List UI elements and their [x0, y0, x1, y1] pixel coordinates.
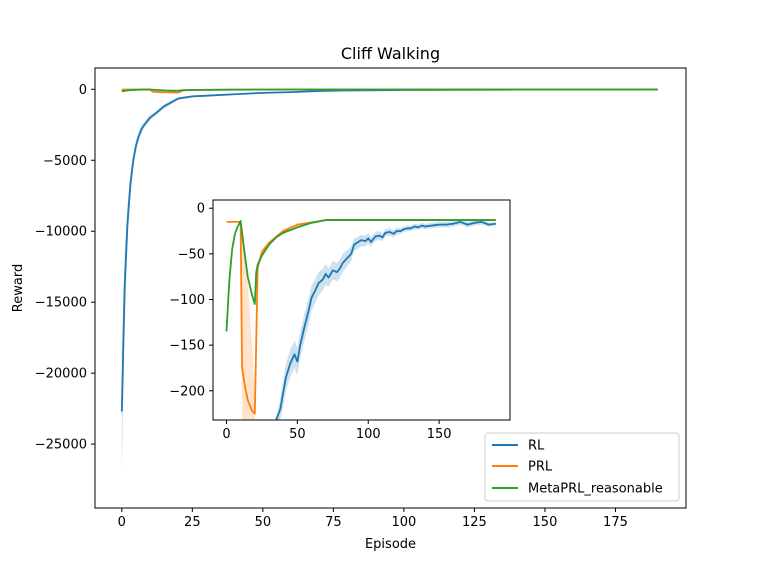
inset-y-tick-label: −50	[178, 247, 205, 262]
inset-x-tick-label: 50	[289, 427, 306, 442]
main-y-tick-label: −15000	[35, 296, 87, 311]
main-x-tick-label: 75	[325, 515, 342, 530]
main-plot-frame	[94, 67, 687, 509]
main-x-tick-label: 175	[603, 515, 628, 530]
main-x-tick-label: 100	[391, 515, 416, 530]
main-series-lines	[120, 88, 658, 412]
inset-y-tick-label: 0	[197, 202, 205, 217]
inset-line-metaprl-reasonable	[225, 219, 496, 332]
legend-box	[484, 432, 680, 502]
x-axis-label: Episode	[365, 537, 416, 552]
inset-band-rl	[276, 219, 496, 420]
legend-label-prl: PRL	[528, 460, 553, 475]
inset-y-tick-label: −200	[169, 384, 205, 399]
main-y-ticks: 0 −5000 −10000 −15000 −20000 −25000	[35, 83, 95, 453]
inset-confidence-bands	[226, 219, 496, 420]
chart-legend: RL PRL MetaPRL_reasonable	[484, 432, 680, 502]
inset-series-lines	[225, 219, 496, 420]
inset-plot-area	[213, 200, 510, 420]
main-x-tick-label: 150	[533, 515, 558, 530]
main-x-tick-label: 0	[118, 515, 126, 530]
inset-plot-frame	[212, 199, 511, 421]
chart-title: Cliff Walking	[341, 44, 440, 63]
main-y-tick-label: −25000	[35, 438, 87, 453]
main-x-tick-label: 25	[184, 515, 201, 530]
inset-x-ticks: 0 50 100 150	[222, 420, 452, 442]
inset-band-prl	[226, 219, 496, 420]
inset-y-ticks: 0 −50 −100 −150 −200	[169, 202, 213, 399]
inset-plot: 0 50 100 150 0 −50 −100 −150 −200	[169, 199, 511, 442]
main-x-tick-label: 50	[255, 515, 272, 530]
inset-y-tick-label: −100	[169, 293, 205, 308]
main-x-tick-label: 125	[462, 515, 487, 530]
inset-x-tick-label: 150	[427, 427, 452, 442]
inset-x-tick-label: 0	[222, 427, 230, 442]
legend-label-metaprl: MetaPRL_reasonable	[528, 482, 663, 497]
main-y-tick-label: −10000	[35, 225, 87, 240]
main-x-ticks: 0 25 50 75 100 125 150 175	[118, 508, 628, 530]
main-y-tick-label: −5000	[43, 154, 87, 169]
inset-x-tick-label: 100	[356, 427, 381, 442]
y-axis-label: Reward	[11, 264, 26, 312]
main-y-tick-label: −20000	[35, 367, 87, 382]
main-line-metaprl-reasonable	[121, 88, 658, 93]
inset-y-tick-label: −150	[169, 339, 205, 354]
inset-line-rl	[275, 221, 496, 420]
main-y-tick-label: 0	[79, 83, 87, 98]
legend-label-rl: RL	[528, 439, 545, 454]
